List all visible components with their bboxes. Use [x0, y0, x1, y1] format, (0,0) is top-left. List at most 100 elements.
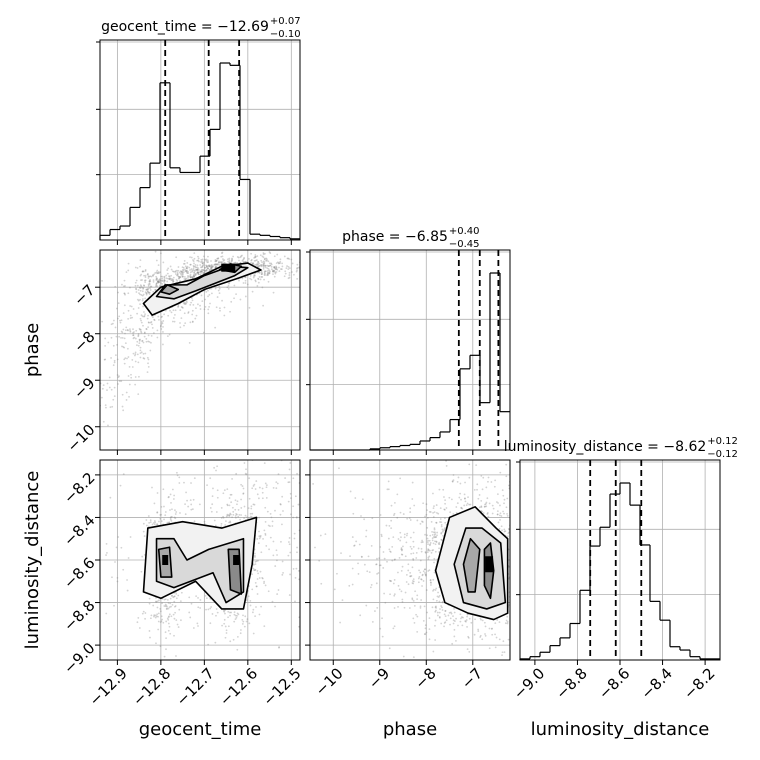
sample-point	[240, 507, 243, 509]
sample-point	[204, 305, 207, 308]
sample-point	[376, 557, 378, 560]
sample-point	[166, 617, 169, 620]
sample-point	[201, 265, 204, 268]
sample-point	[440, 523, 443, 526]
sample-point	[269, 536, 272, 539]
sample-point	[234, 261, 237, 264]
sample-point	[435, 605, 437, 608]
sample-point	[159, 610, 162, 613]
sample-point	[301, 472, 303, 474]
sample-point	[139, 293, 141, 296]
sample-point	[476, 483, 479, 486]
sample-point	[256, 285, 259, 287]
sample-point	[352, 512, 355, 515]
sample-point	[257, 572, 259, 575]
sample-point	[187, 505, 190, 508]
sample-point	[213, 466, 216, 469]
sample-point	[468, 503, 471, 506]
sample-point	[222, 515, 224, 518]
sample-point	[231, 257, 233, 260]
sample-point	[540, 579, 542, 581]
sample-point	[256, 570, 259, 572]
sample-point	[514, 596, 516, 598]
sample-point	[192, 498, 195, 501]
scatter-geocent_time-luminosity_distance	[92, 452, 353, 661]
sample-point	[159, 621, 162, 624]
sample-point	[213, 263, 216, 266]
sample-point	[556, 585, 558, 587]
sample-point	[199, 270, 202, 273]
sample-point	[223, 306, 226, 309]
sample-point	[151, 486, 153, 489]
sample-point	[366, 570, 369, 573]
sample-point	[106, 389, 108, 391]
sample-point	[142, 324, 144, 327]
sample-point	[143, 279, 146, 282]
sample-point	[393, 514, 395, 517]
scatter-phase-luminosity_distance	[309, 457, 631, 666]
sample-point	[248, 477, 251, 480]
sample-point	[232, 513, 235, 516]
sample-point	[134, 353, 137, 356]
sample-point	[135, 329, 138, 332]
sample-point	[159, 325, 162, 328]
sample-point	[256, 452, 258, 454]
sample-point	[226, 513, 229, 516]
sample-point	[169, 516, 172, 519]
sample-point	[157, 279, 159, 282]
sample-point	[381, 617, 383, 620]
sample-point	[155, 282, 158, 285]
sample-point	[155, 259, 158, 262]
sample-point	[413, 621, 416, 624]
sample-point	[245, 260, 247, 263]
sample-point	[156, 280, 159, 283]
sample-point	[351, 553, 353, 555]
sample-point	[240, 514, 242, 516]
sample-point	[224, 524, 227, 526]
sample-point	[177, 277, 180, 280]
sample-point	[253, 503, 256, 506]
sample-point	[485, 501, 488, 504]
sample-point	[263, 582, 265, 585]
sample-point	[569, 550, 571, 552]
sample-point	[229, 512, 232, 515]
sample-point	[110, 323, 113, 326]
sample-point	[514, 571, 516, 573]
sample-point	[118, 335, 121, 338]
sample-point	[174, 309, 177, 312]
sample-point	[257, 559, 259, 562]
sample-point	[268, 262, 271, 265]
sample-point	[154, 288, 157, 291]
sample-point	[172, 280, 175, 283]
sample-point	[149, 349, 152, 352]
sample-point	[436, 595, 439, 598]
sample-point	[139, 274, 142, 277]
sample-point	[421, 573, 424, 576]
sample-point	[286, 265, 288, 267]
sample-point	[194, 266, 197, 269]
sample-point	[502, 510, 504, 513]
sample-point	[264, 270, 267, 273]
sample-point	[402, 513, 405, 515]
sample-point	[296, 472, 298, 475]
sample-point	[263, 257, 266, 260]
sample-point	[266, 259, 268, 262]
sample-point	[491, 457, 493, 459]
sample-point	[155, 283, 158, 286]
sample-point	[137, 393, 140, 395]
sample-point	[137, 335, 140, 338]
sample-point	[284, 272, 287, 275]
sample-point	[128, 383, 131, 386]
sample-point	[491, 504, 494, 507]
sample-point	[629, 616, 631, 618]
sample-point	[207, 265, 210, 267]
sample-point	[431, 533, 434, 536]
sample-point	[538, 588, 540, 590]
sample-point	[565, 664, 567, 666]
sample-point	[412, 559, 415, 561]
sample-point	[92, 535, 94, 537]
sample-point	[215, 263, 218, 266]
sample-point	[291, 271, 293, 273]
sample-point	[147, 326, 150, 328]
